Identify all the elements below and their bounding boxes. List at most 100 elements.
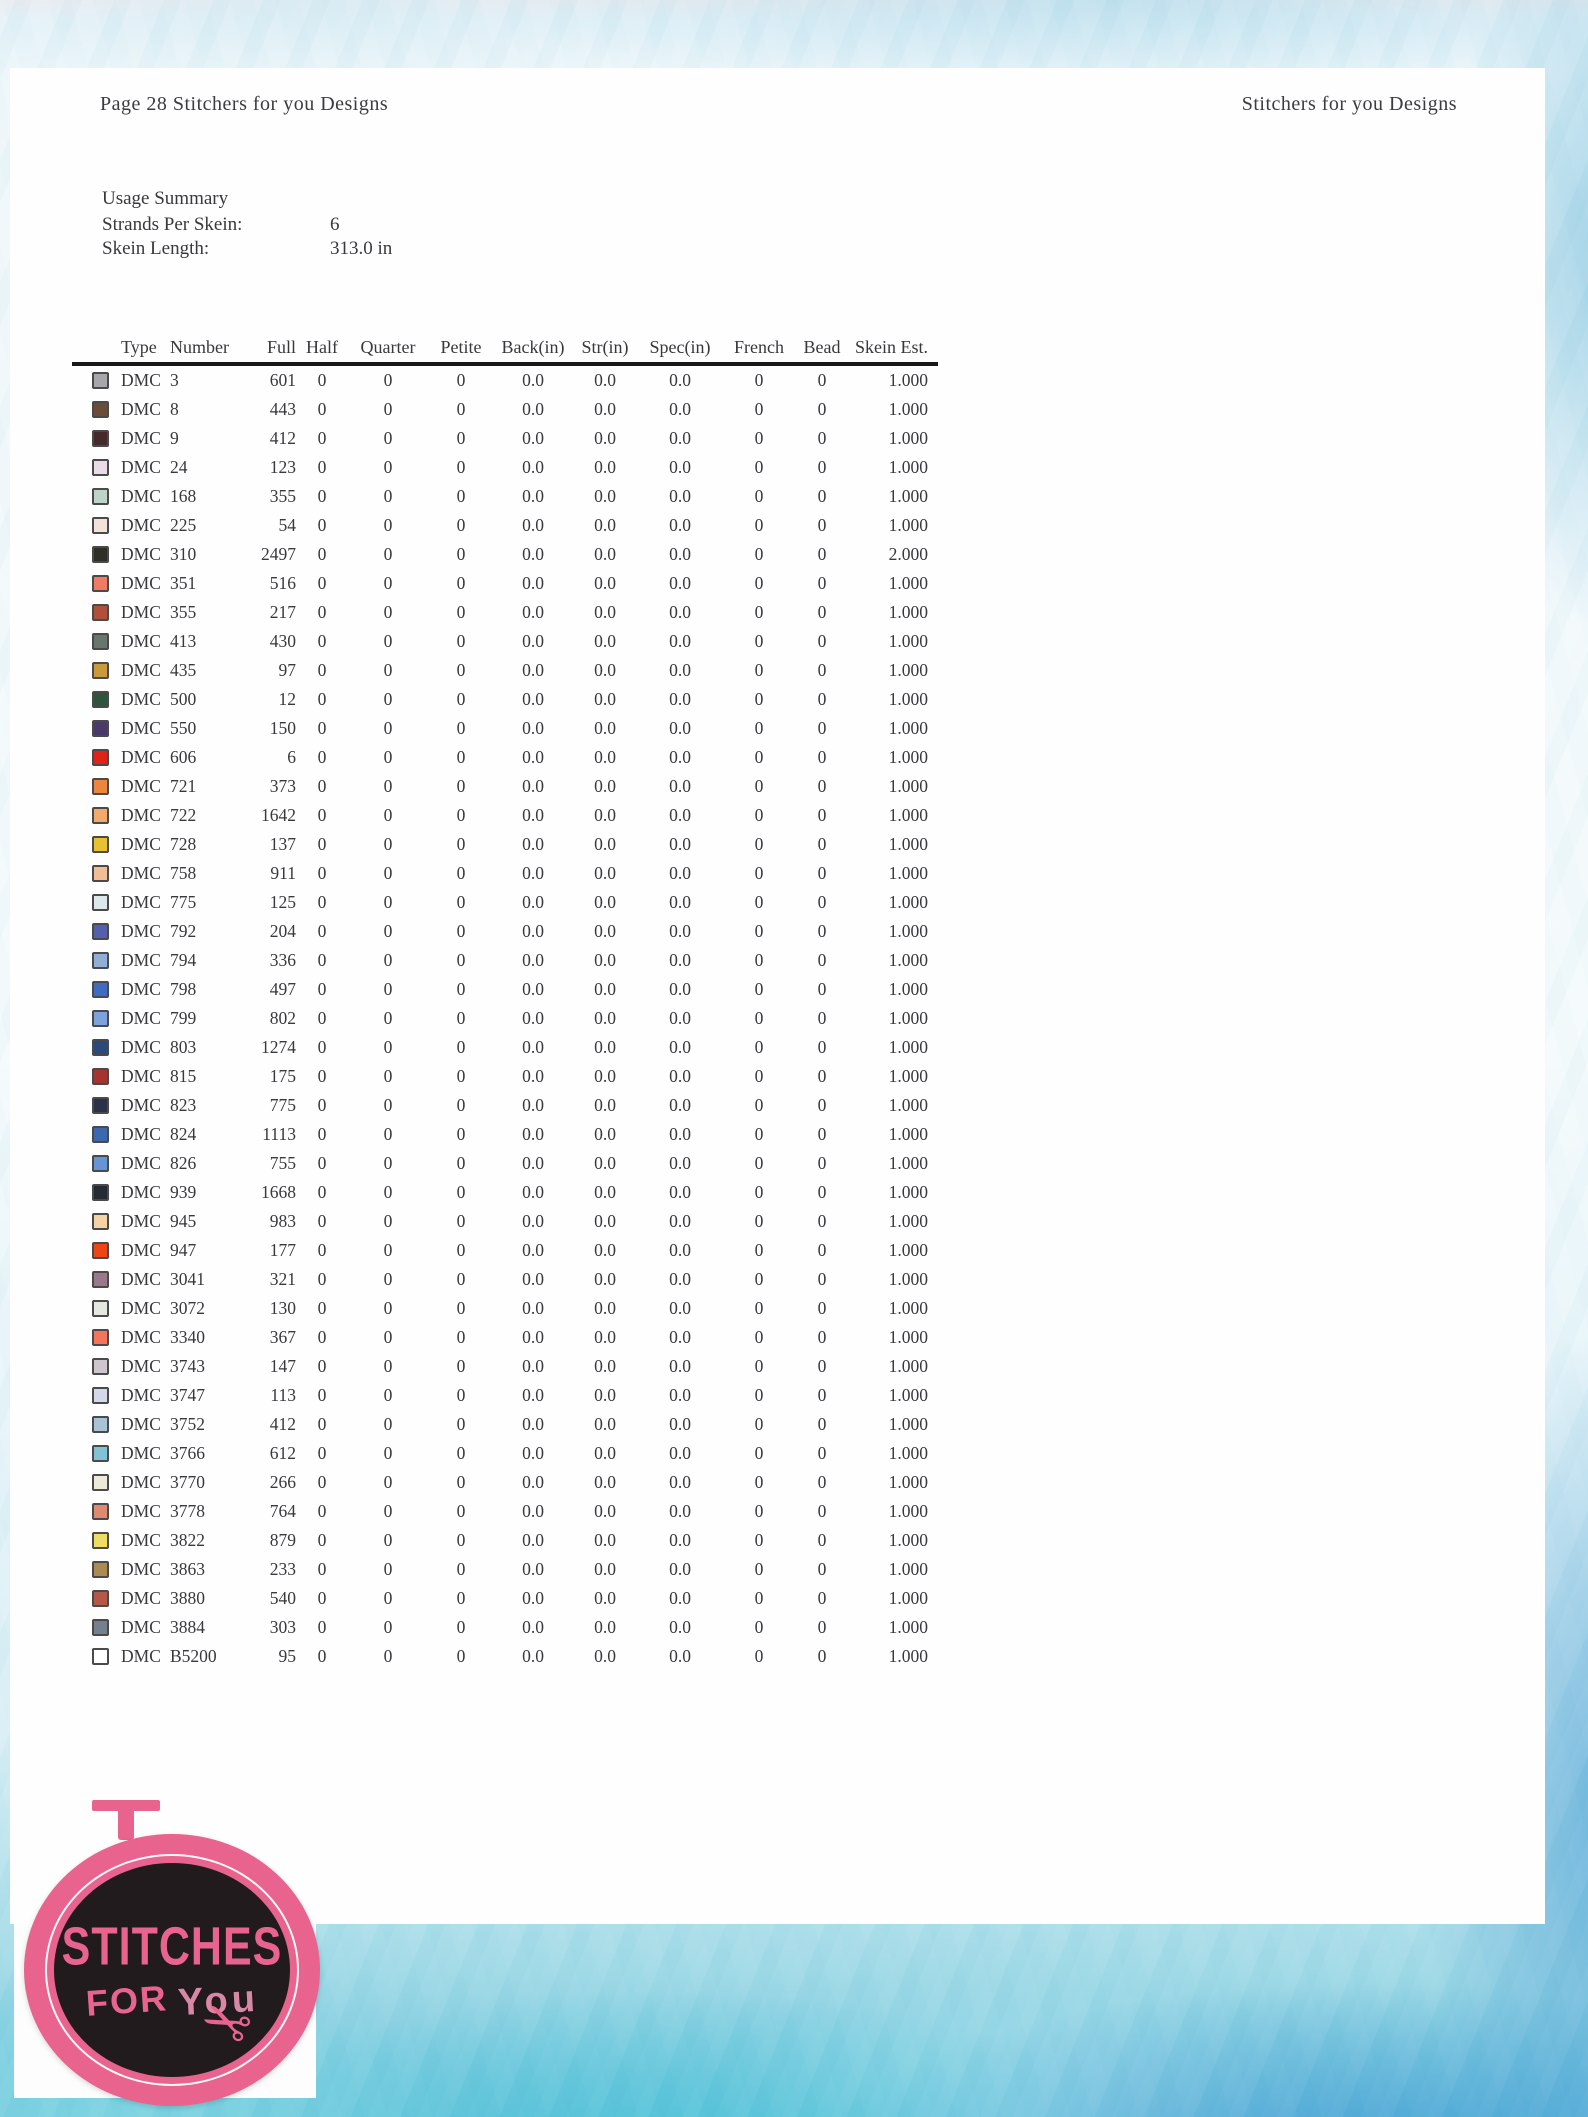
color-swatch-box (92, 1242, 109, 1259)
cell-full: 6 (287, 747, 296, 767)
cell-spec: 0.0 (669, 1472, 691, 1492)
cell-petite: 0 (456, 776, 466, 796)
table-row: DMC 550 150 0 0 0 0.0 0.0 0.0 0 0 1.000 (72, 714, 938, 743)
color-swatch-box (92, 1387, 109, 1404)
cell-french: 0 (754, 1095, 764, 1115)
color-swatch (92, 865, 116, 882)
cell-type: DMC (121, 1269, 161, 1289)
cell-back: 0.0 (522, 544, 544, 564)
table-row: DMC 225 54 0 0 0 0.0 0.0 0.0 0 0 1.000 (72, 511, 938, 540)
cell-half: 0 (317, 1327, 327, 1347)
cell-number: 3822 (170, 1530, 205, 1550)
cell-spec: 0.0 (669, 1327, 691, 1347)
cell-quarter: 0 (383, 1530, 393, 1550)
cell-number: 823 (170, 1095, 197, 1115)
cell-petite: 0 (456, 1646, 466, 1666)
usage-table: Type Number Full Half Quarter Petite Bac… (72, 334, 938, 1671)
cell-petite: 0 (456, 1356, 466, 1376)
cell-back: 0.0 (522, 1501, 544, 1521)
cell-spec: 0.0 (669, 747, 691, 767)
color-swatch-box (92, 517, 109, 534)
table-row: DMC 606 6 0 0 0 0.0 0.0 0.0 0 0 1.000 (72, 743, 938, 772)
color-swatch-box (92, 401, 109, 418)
cell-petite: 0 (456, 718, 466, 738)
cell-str: 0.0 (594, 892, 616, 912)
cell-type: DMC (121, 1530, 161, 1550)
color-swatch (92, 1010, 116, 1027)
cell-number: 826 (170, 1153, 197, 1173)
cell-full: 336 (269, 950, 296, 970)
cell-skein: 1.000 (888, 1356, 928, 1376)
cell-full: 113 (270, 1385, 296, 1405)
cell-half: 0 (317, 573, 327, 593)
cell-quarter: 0 (383, 689, 393, 709)
cell-half: 0 (317, 660, 327, 680)
cell-spec: 0.0 (669, 1008, 691, 1028)
cell-skein: 1.000 (888, 602, 928, 622)
cell-skein: 1.000 (888, 457, 928, 477)
cell-petite: 0 (456, 602, 466, 622)
cell-french: 0 (754, 689, 764, 709)
color-swatch-box (92, 1416, 109, 1433)
cell-str: 0.0 (594, 1385, 616, 1405)
cell-bead: 0 (817, 428, 827, 448)
cell-back: 0.0 (522, 1008, 544, 1028)
cell-type: DMC (121, 1356, 161, 1376)
cell-half: 0 (317, 776, 327, 796)
cell-petite: 0 (456, 1153, 466, 1173)
cell-petite: 0 (456, 1588, 466, 1608)
cell-back: 0.0 (522, 1095, 544, 1115)
cell-bead: 0 (817, 1240, 827, 1260)
cell-back: 0.0 (522, 1443, 544, 1463)
cell-bead: 0 (817, 573, 827, 593)
cell-petite: 0 (456, 689, 466, 709)
cell-quarter: 0 (383, 950, 393, 970)
cell-type: DMC (121, 660, 161, 680)
cell-full: 95 (278, 1646, 297, 1666)
cell-half: 0 (317, 1414, 327, 1434)
table-row: DMC 3863 233 0 0 0 0.0 0.0 0.0 0 0 1.000 (72, 1555, 938, 1584)
cell-half: 0 (317, 486, 327, 506)
cell-bead: 0 (817, 457, 827, 477)
cell-type: DMC (121, 1617, 161, 1637)
cell-str: 0.0 (594, 1414, 616, 1434)
cell-str: 0.0 (594, 1211, 616, 1231)
color-swatch-box (92, 1503, 109, 1520)
cell-petite: 0 (456, 1240, 466, 1260)
color-swatch-box (92, 1126, 109, 1143)
cell-spec: 0.0 (669, 1037, 691, 1057)
cell-petite: 0 (456, 631, 466, 651)
usage-table-header: Type Number Full Half Quarter Petite Bac… (72, 334, 938, 360)
cell-spec: 0.0 (669, 1588, 691, 1608)
cell-skein: 1.000 (888, 747, 928, 767)
color-swatch (92, 1445, 116, 1462)
cell-bead: 0 (817, 1588, 827, 1608)
color-swatch-box (92, 662, 109, 679)
cell-skein: 1.000 (888, 428, 928, 448)
cell-back: 0.0 (522, 1559, 544, 1579)
cell-spec: 0.0 (669, 1182, 691, 1202)
cell-petite: 0 (456, 1617, 466, 1637)
cell-skein: 1.000 (888, 1037, 928, 1057)
cell-petite: 0 (456, 1385, 466, 1405)
cell-number: 3778 (170, 1501, 205, 1521)
cell-full: 1274 (261, 1037, 296, 1057)
cell-full: 540 (269, 1588, 296, 1608)
cell-spec: 0.0 (669, 1269, 691, 1289)
color-swatch (92, 1358, 116, 1375)
cell-number: 3766 (170, 1443, 205, 1463)
color-swatch (92, 1648, 116, 1665)
strands-per-skein-label: Strands Per Skein: (102, 214, 243, 235)
color-swatch (92, 430, 116, 447)
cell-str: 0.0 (594, 370, 616, 390)
cell-french: 0 (754, 428, 764, 448)
color-swatch-box (92, 1068, 109, 1085)
cell-str: 0.0 (594, 1501, 616, 1521)
cell-type: DMC (121, 1037, 161, 1057)
cell-back: 0.0 (522, 1327, 544, 1347)
table-row: DMC 435 97 0 0 0 0.0 0.0 0.0 0 0 1.000 (72, 656, 938, 685)
table-row: DMC 792 204 0 0 0 0.0 0.0 0.0 0 0 1.000 (72, 917, 938, 946)
cell-spec: 0.0 (669, 1646, 691, 1666)
cell-number: 24 (170, 457, 188, 477)
cell-spec: 0.0 (669, 399, 691, 419)
